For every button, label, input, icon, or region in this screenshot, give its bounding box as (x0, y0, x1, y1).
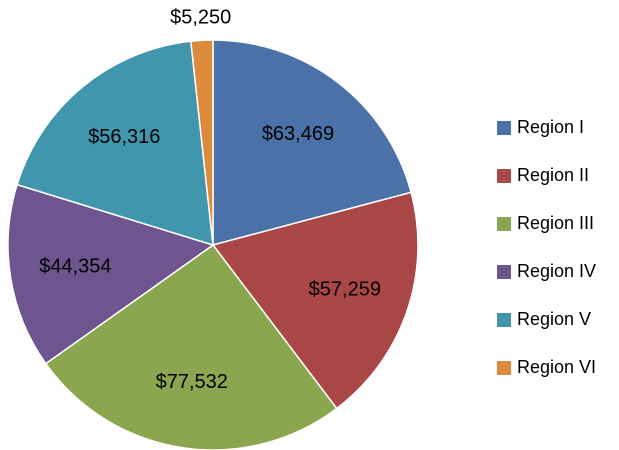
data-label: $44,354 (39, 255, 111, 277)
legend-swatch (497, 217, 511, 231)
legend-label: Region V (517, 309, 591, 329)
data-label: $77,532 (156, 371, 228, 393)
data-label: $57,259 (309, 279, 381, 301)
pie-slice (189, 39, 214, 246)
legend-swatch (497, 361, 511, 375)
legend-label: Region II (517, 165, 589, 185)
legend-label: Region I (517, 117, 584, 137)
legend-swatch (497, 313, 511, 327)
pie-slice (44, 243, 338, 450)
legend-swatch (497, 121, 511, 135)
pie-slice (16, 40, 214, 247)
legend-swatch (497, 265, 511, 279)
pie-slice (211, 191, 419, 410)
legend-label: Region III (517, 213, 594, 233)
legend-label: Region IV (517, 261, 596, 281)
pie-slice (212, 39, 413, 246)
data-label: $63,469 (262, 123, 334, 145)
legend-label: Region VI (517, 357, 596, 377)
legend-swatch (497, 169, 511, 183)
data-label: $5,250 (170, 7, 231, 29)
data-label: $56,316 (88, 126, 160, 148)
